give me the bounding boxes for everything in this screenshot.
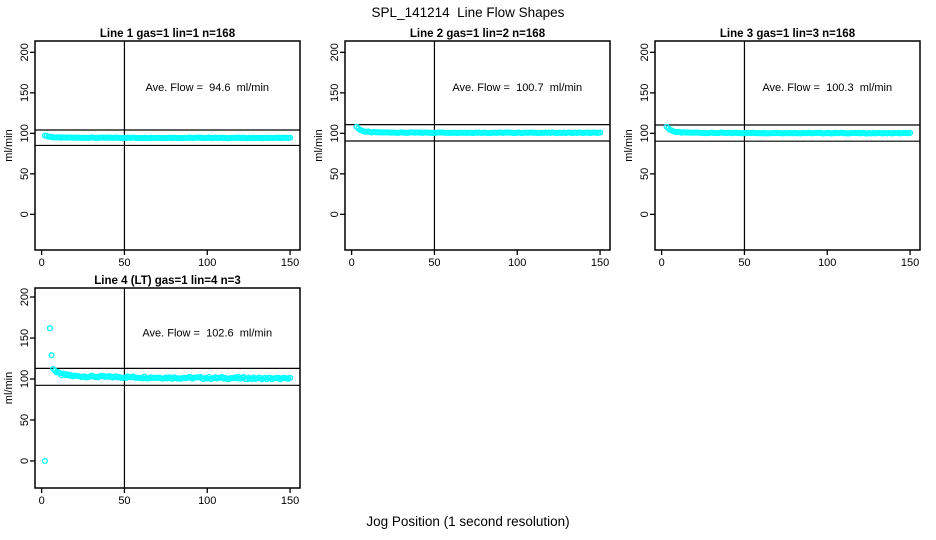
svg-text:150: 150 (19, 84, 31, 102)
svg-text:0: 0 (659, 257, 665, 269)
svg-text:0: 0 (639, 211, 651, 217)
svg-text:50: 50 (428, 257, 440, 269)
svg-text:0: 0 (349, 257, 355, 269)
line3-scatter-chart: Line 3 gas=1 lin=3 n=168 0 50 100 150 0 50 100 1… (623, 28, 921, 269)
svg-text:150: 150 (329, 84, 341, 102)
svg-text:50: 50 (19, 168, 31, 180)
svg-text:0: 0 (329, 211, 341, 217)
svg-text:Line 3 gas=1 lin=3 n=168: Line 3 gas=1 lin=3 n=168 (720, 28, 856, 40)
svg-text:100: 100 (198, 495, 216, 507)
svg-text:150: 150 (591, 257, 609, 269)
svg-text:200: 200 (329, 43, 341, 61)
svg-text:100: 100 (19, 370, 31, 388)
svg-text:100: 100 (818, 257, 836, 269)
svg-text:0: 0 (39, 257, 45, 269)
svg-text:200: 200 (639, 43, 651, 61)
svg-text:Line 4 (LT) gas=1 lin=4 n=3: Line 4 (LT) gas=1 lin=4 n=3 (94, 275, 240, 287)
svg-text:ml/min: ml/min (3, 372, 15, 404)
svg-text:0: 0 (19, 211, 31, 217)
svg-text:150: 150 (639, 84, 651, 102)
svg-text:50: 50 (118, 257, 130, 269)
svg-text:Ave. Flow = 100.3 ml/min: Ave. Flow = 100.3 ml/min (762, 82, 892, 94)
svg-text:100: 100 (19, 124, 31, 142)
svg-text:Line 2 gas=1 lin=2 n=168: Line 2 gas=1 lin=2 n=168 (410, 28, 546, 40)
subplot-line-1: Line 1 gas=1 lin=1 n=168 0 50 100 150 0 50 100 1… (0, 25, 312, 275)
line4-scatter-chart: Line 4 (LT) gas=1 lin=4 n=3 0 50 100 150 0 50 1… (3, 275, 301, 507)
svg-text:200: 200 (19, 43, 31, 61)
svg-text:0: 0 (39, 495, 45, 507)
line2-scatter-chart: Line 2 gas=1 lin=2 n=168 0 50 100 150 0 50 100 1… (313, 28, 611, 269)
svg-text:100: 100 (508, 257, 526, 269)
subplot-line-3: Line 3 gas=1 lin=3 n=168 0 50 100 150 0 50 100 1… (620, 25, 932, 275)
svg-text:Ave. Flow = 100.7 ml/min: Ave. Flow = 100.7 ml/min (452, 82, 582, 94)
svg-text:150: 150 (19, 329, 31, 347)
svg-text:Ave. Flow = 102.6 ml/min: Ave. Flow = 102.6 ml/min (142, 327, 272, 339)
svg-text:100: 100 (329, 124, 341, 142)
svg-text:50: 50 (329, 168, 341, 180)
svg-text:200: 200 (19, 288, 31, 306)
svg-text:50: 50 (639, 168, 651, 180)
subplot-line-4: Line 4 (LT) gas=1 lin=4 n=3 0 50 100 150 0 50 1… (0, 272, 312, 522)
subplot-line-2: Line 2 gas=1 lin=2 n=168 0 50 100 150 0 50 100 1… (310, 25, 622, 275)
svg-text:Line 1 gas=1 lin=1 n=168: Line 1 gas=1 lin=1 n=168 (100, 28, 236, 40)
main-title: SPL_141214 Line Flow Shapes (371, 5, 565, 20)
svg-text:100: 100 (639, 124, 651, 142)
svg-text:0: 0 (19, 458, 31, 464)
svg-text:150: 150 (281, 257, 299, 269)
line1-scatter-chart: Line 1 gas=1 lin=1 n=168 0 50 100 150 0 50 100 1… (3, 28, 301, 269)
svg-text:50: 50 (118, 495, 130, 507)
svg-text:ml/min: ml/min (623, 129, 635, 161)
svg-text:100: 100 (198, 257, 216, 269)
svg-text:ml/min: ml/min (313, 129, 325, 161)
svg-text:50: 50 (738, 257, 750, 269)
svg-text:50: 50 (19, 414, 31, 426)
svg-text:Ave. Flow = 94.6 ml/min: Ave. Flow = 94.6 ml/min (145, 82, 269, 94)
svg-text:ml/min: ml/min (3, 129, 15, 161)
x-axis-label: Jog Position (1 second resolution) (366, 514, 570, 529)
svg-text:150: 150 (901, 257, 919, 269)
svg-text:150: 150 (281, 495, 299, 507)
